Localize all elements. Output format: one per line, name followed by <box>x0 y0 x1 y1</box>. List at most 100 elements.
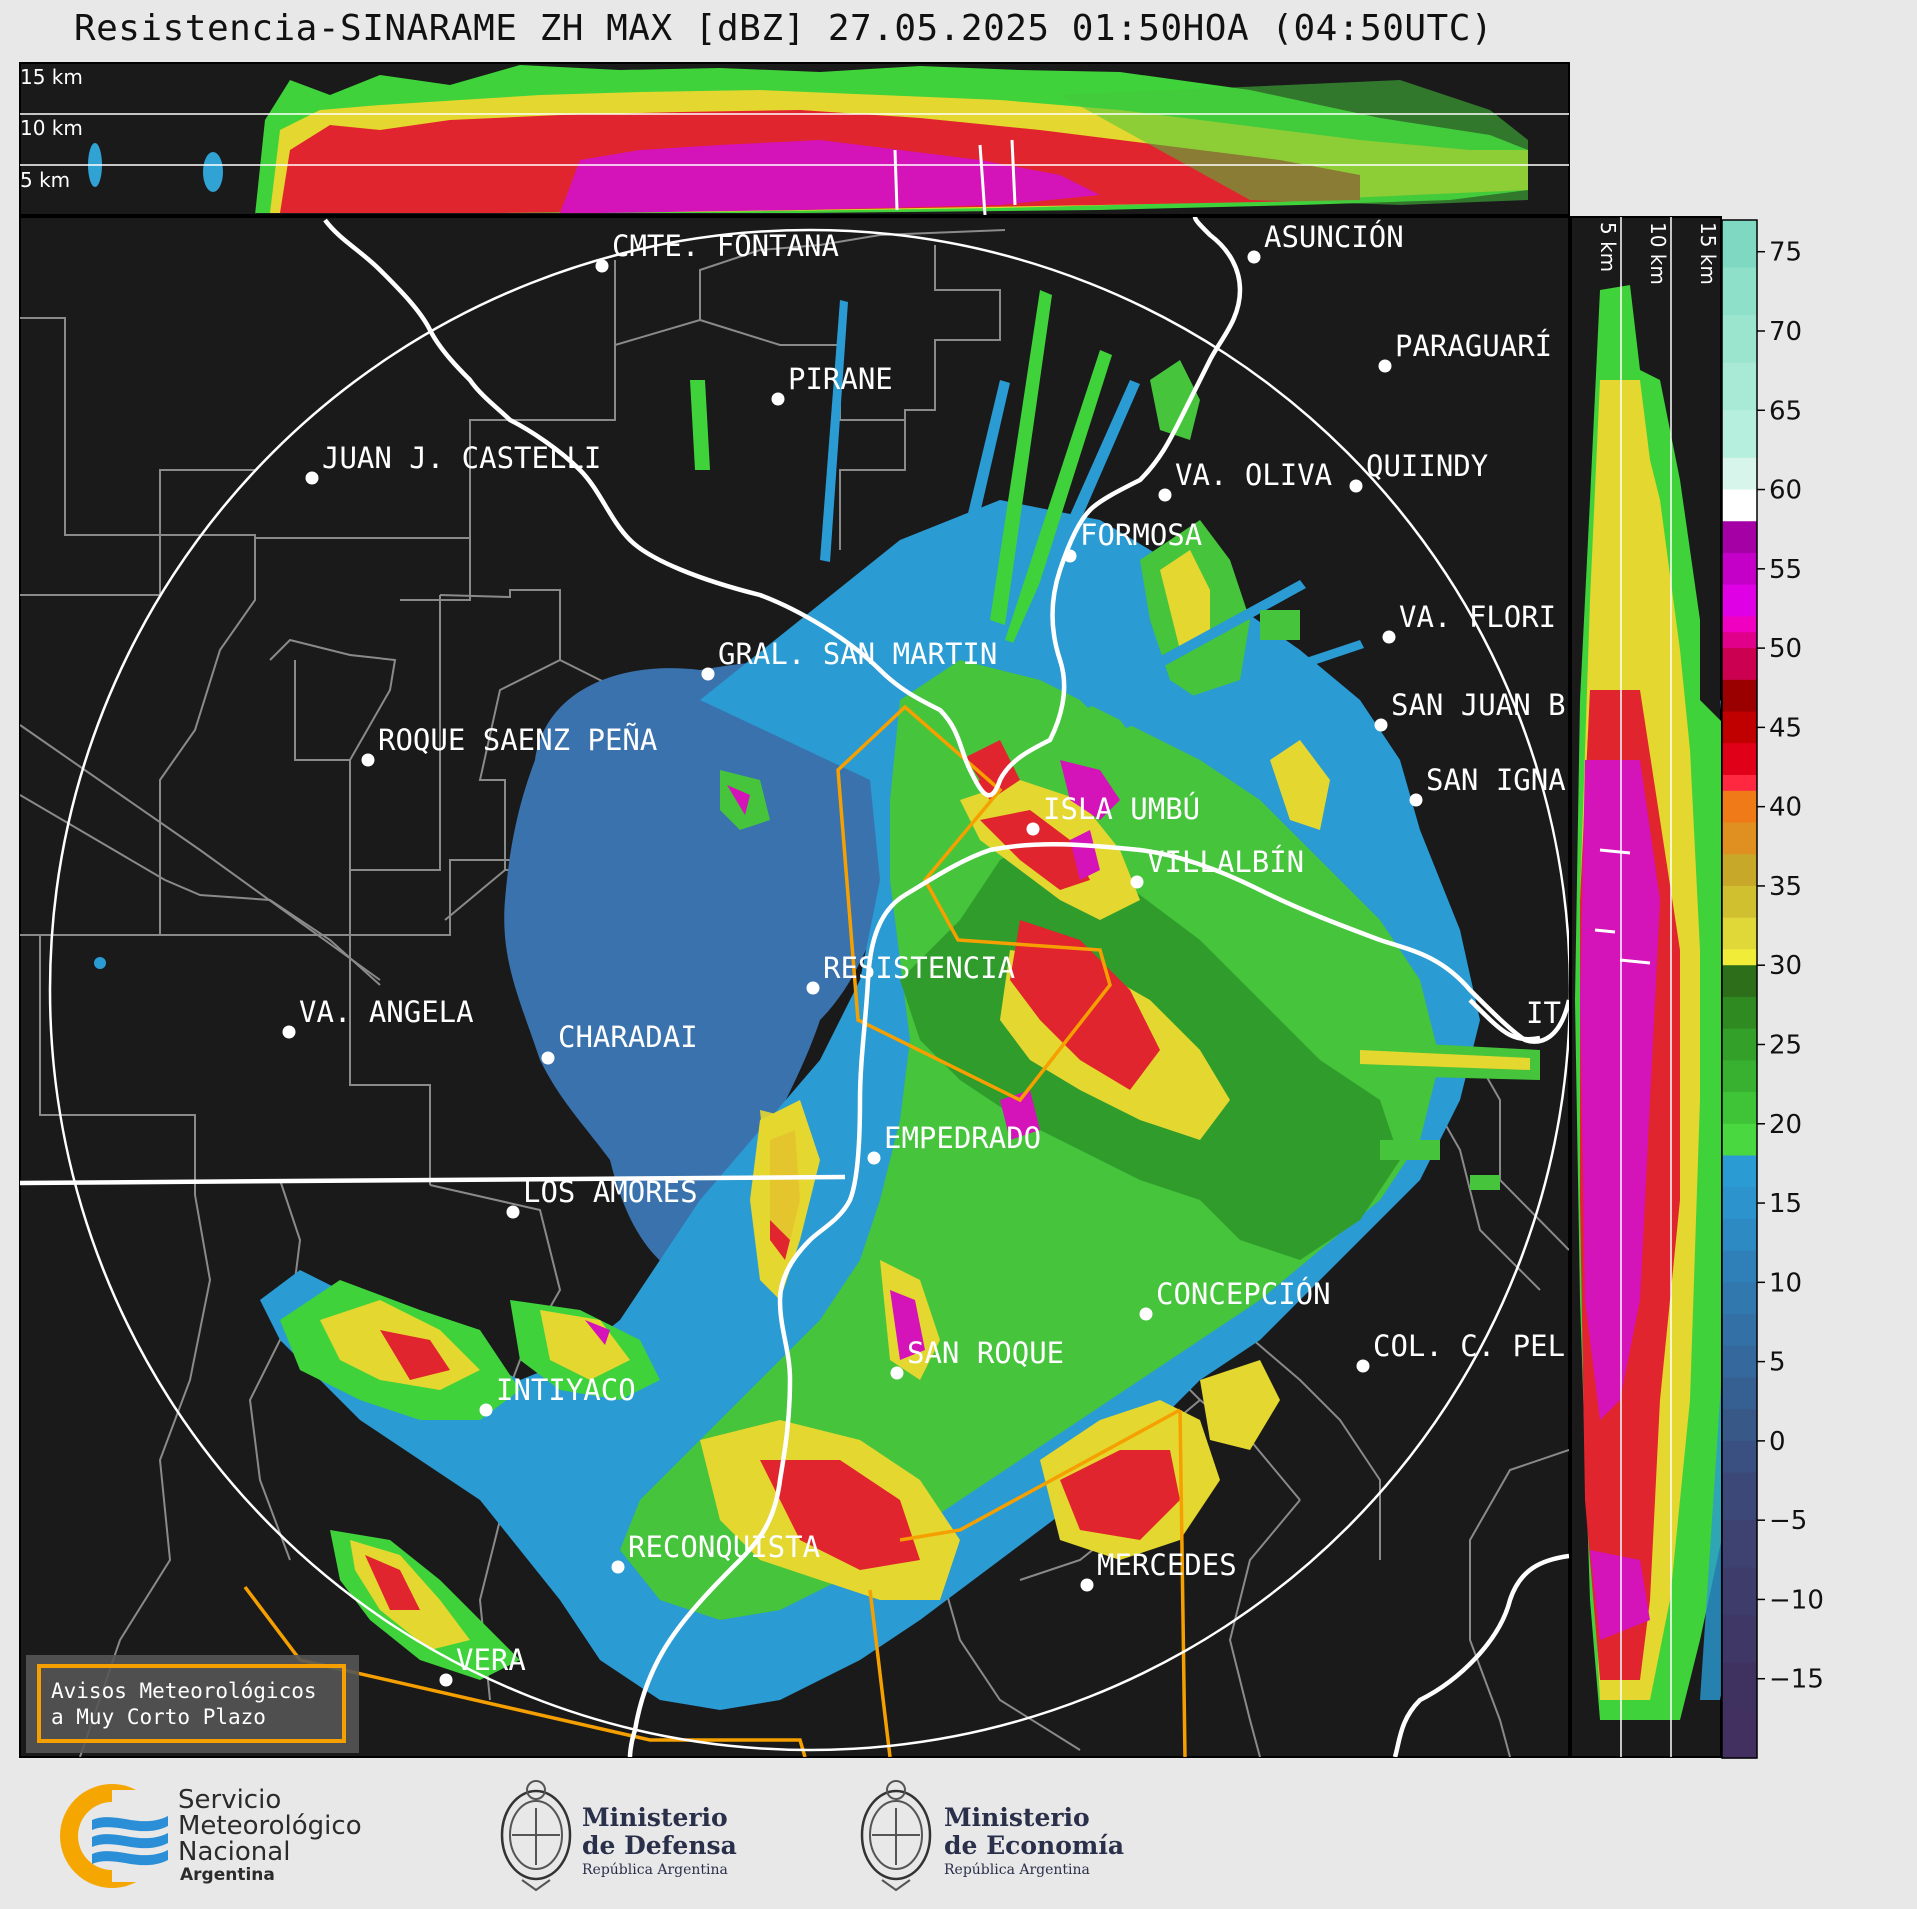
city-label-villalbin: VILLALBÍN <box>1147 845 1304 879</box>
city-label-va-oliva: VA. OLIVA <box>1175 458 1332 492</box>
warning-legend-line1: Avisos Meteorológicos <box>51 1679 317 1703</box>
city-dot-paraguari <box>1378 359 1392 373</box>
map-title: Resistencia-SINARAME ZH MAX [dBZ] 27.05.… <box>73 8 1494 49</box>
city-dot-roque-saenz-pena <box>361 753 375 767</box>
city-dot-va-oliva <box>1158 488 1172 502</box>
city-label-san-juan-bautista: SAN JUAN B <box>1391 688 1566 722</box>
colorbar-band <box>1722 679 1757 713</box>
colorbar-tick-label: 50 <box>1769 634 1802 664</box>
colorbar-band <box>1722 1250 1757 1283</box>
colorbar-band <box>1722 1155 1757 1188</box>
top-vertical-profile: 15 km 10 km 5 km <box>19 62 1570 216</box>
national-coat-of-arms-icon <box>860 1780 932 1892</box>
colorbar-band <box>1722 996 1757 1030</box>
city-dot-col-c-pellegrini <box>1356 1359 1370 1373</box>
colorbar-tick-label: 45 <box>1769 713 1802 743</box>
defensa-logo-line1: Ministerio <box>582 1803 728 1832</box>
city-dot-va-angela <box>282 1025 296 1039</box>
colorbar-band <box>1722 711 1757 744</box>
warning-legend-line2: a Muy Corto Plazo <box>51 1705 266 1729</box>
colorbar-band <box>1722 949 1757 966</box>
city-label-va-florida: VA. FLORI <box>1399 600 1556 634</box>
city-label-vera: VERA <box>456 1643 526 1677</box>
top-profile-label-15km: 15 km <box>20 65 83 89</box>
city-label-los-amores: LOS AMORES <box>523 1175 698 1209</box>
colorbar-tick-label: −15 <box>1769 1665 1824 1695</box>
city-label-san-ignacio: SAN IGNA <box>1426 763 1566 797</box>
city-label-mercedes: MERCEDES <box>1097 1548 1237 1582</box>
city-dot-villalbin <box>1130 875 1144 889</box>
colorbar-band <box>1722 616 1757 633</box>
colorbar-tick-label: 30 <box>1769 951 1802 981</box>
colorbar-band <box>1722 1187 1757 1220</box>
city-label-quiindy: QUIINDY <box>1366 449 1488 483</box>
defensa-logo-line3: República Argentina <box>582 1862 728 1878</box>
city-dot-cmte-fontana <box>595 259 609 273</box>
city-label-formosa: FORMOSA <box>1080 518 1202 552</box>
smn-logo-line1: Servicio <box>178 1785 281 1815</box>
rivers <box>20 217 1569 1757</box>
colorbar-band <box>1722 790 1757 824</box>
side-profile-label-10km: 10 km <box>1646 222 1670 285</box>
colorbar-bands <box>1722 220 1757 1759</box>
colorbar-tick-label: 25 <box>1769 1030 1802 1060</box>
colorbar-band <box>1722 584 1757 617</box>
city-dot-san-juan-bautista <box>1374 718 1388 732</box>
colorbar-tick-label: 0 <box>1769 1427 1786 1457</box>
city-label-gral-san-martin: GRAL. SAN MARTIN <box>718 637 997 671</box>
colorbar-tick-label: 60 <box>1769 476 1802 506</box>
colorbar-band <box>1722 1345 1757 1379</box>
colorbar-tick-label: 55 <box>1769 555 1802 585</box>
colorbar-band <box>1722 1409 1757 1442</box>
colorbar-tick-label: 65 <box>1769 396 1802 426</box>
economia-logo-line2: de Economía <box>944 1831 1124 1860</box>
colorbar-tick-label: 15 <box>1769 1189 1802 1219</box>
city-label-juan-j-castelli: JUAN J. CASTELLI <box>322 441 601 475</box>
city-label-charadai: CHARADAI <box>558 1020 698 1054</box>
colorbar-band <box>1722 885 1757 919</box>
warning-polygons <box>243 704 1187 1757</box>
colorbar-band <box>1722 457 1757 491</box>
city-dot-intiyaco <box>479 1403 493 1417</box>
logo-ministerio-defensa: Ministerio de Defensa República Argentin… <box>500 1780 737 1892</box>
city-dot-concepcion <box>1139 1307 1153 1321</box>
top-profile-label-5km: 5 km <box>20 168 70 192</box>
city-label-concepcion: CONCEPCIÓN <box>1156 1277 1331 1311</box>
city-dot-reconquista <box>611 1560 625 1574</box>
colorbar-band <box>1722 315 1757 364</box>
colorbar-band <box>1722 917 1757 950</box>
colorbar-band <box>1722 632 1757 649</box>
colorbar-tick-label: 5 <box>1769 1348 1786 1378</box>
city-label-asuncion: ASUNCIÓN <box>1264 220 1404 254</box>
smn-logo-line2: Meteorológico <box>178 1811 362 1841</box>
colorbar-band <box>1722 648 1757 681</box>
city-dot-empedrado <box>867 1151 881 1165</box>
side-profile-label-15km: 15 km <box>1696 222 1720 285</box>
colorbar-tick-label: 20 <box>1769 1110 1802 1140</box>
colorbar-band <box>1722 410 1757 459</box>
range-ring <box>48 228 1569 1752</box>
logo-ministerio-economia: Ministerio de Economía República Argenti… <box>860 1780 1124 1892</box>
city-dot-isla-umbu <box>1026 822 1040 836</box>
colorbar-band <box>1722 854 1757 887</box>
colorbar-band <box>1722 743 1757 776</box>
colorbar-band <box>1722 1282 1757 1315</box>
city-label-cmte-fontana: CMTE. FONTANA <box>612 229 839 263</box>
city-dot-charadai <box>541 1051 555 1065</box>
side-profile-label-5km: 5 km <box>1596 222 1620 272</box>
logo-smn: Servicio Meteorológico Nacional Argentin… <box>60 1784 362 1888</box>
colorbar-tick-label: −10 <box>1769 1585 1824 1615</box>
colorbar-band <box>1722 220 1757 269</box>
colorbar-band <box>1722 1520 1757 1569</box>
colorbar-band <box>1722 1123 1757 1157</box>
city-dot-pirane <box>771 392 785 406</box>
city-label-col-c-pellegrini: COL. C. PEL <box>1373 1329 1565 1363</box>
city-dot-san-ignacio <box>1409 793 1423 807</box>
colorbar-band <box>1722 1218 1757 1252</box>
city-markers: CMTE. FONTANA ASUNCIÓN PARAGUARÍ PIRANE … <box>282 220 1566 1687</box>
city-label-san-roque: SAN ROQUE <box>907 1336 1064 1370</box>
colorbar-tick-label: 10 <box>1769 1268 1802 1298</box>
city-dot-vera <box>439 1673 453 1687</box>
city-label-paraguari: PARAGUARÍ <box>1395 329 1552 363</box>
